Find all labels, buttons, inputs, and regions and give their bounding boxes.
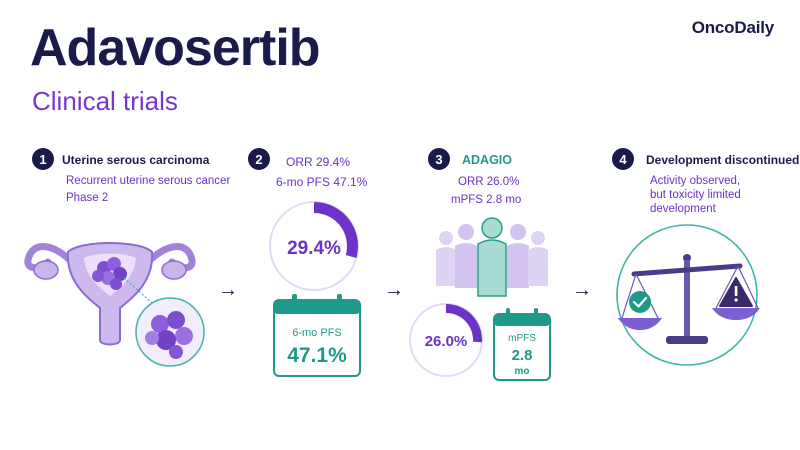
step-3-card-unit: mo [515,366,530,377]
step-2-badge: 2 [248,148,270,170]
step-2-donut-value: 29.4% [287,238,341,259]
flow-arrow-1: → [218,279,238,301]
step-3-line2: mPFS 2.8 mo [451,194,522,206]
check-icon [629,291,651,313]
step-1-badge: 1 [32,148,54,170]
step-4-heading: Development discontinued [646,153,800,167]
step-3-heading: ADAGIO [462,153,512,167]
step-3-donut-value: 26.0% [425,333,468,350]
page-title: Adavosertib [30,19,321,77]
step-3-line1: ORR 26.0% [458,176,520,188]
balance-scale-illustration [616,224,760,366]
step-2-line2: 6-mo PFS 47.1% [276,175,368,189]
step-3-calendar-card: mPFS 2.8 mo [493,308,551,381]
step-2-calendar-card: 6-mo PFS 47.1% [273,294,361,377]
patients-group-icon [436,217,548,297]
step-2-card-value: 47.1% [287,344,347,367]
flow-arrow-3: → [572,279,592,301]
page-subtitle: Clinical trials [32,86,178,116]
brand-logo: OncoDaily [691,18,774,37]
step-1-heading: Uterine serous carcinoma [62,153,210,167]
step-1-line2: Phase 2 [66,192,109,204]
step-3-card-label: mPFS [508,333,536,344]
step-4-badge: 4 [612,148,634,170]
step-2-line1: ORR 29.4% [286,155,351,169]
step-2-donut: 29.4% [269,201,359,291]
step-3-badge: 3 [428,148,450,170]
uterus-illustration [24,242,205,367]
step-3-donut: 26.0% [409,303,483,377]
step-4-line2: but toxicity limited [650,189,741,201]
flow-arrow-2: → [384,279,404,301]
step-1-line1: Recurrent uterine serous cancer [66,175,231,187]
warning-icon [719,277,753,307]
step-2-card-label: 6-mo PFS [292,327,342,339]
step-4-line3: development [650,203,716,215]
step-4-line1: Activity observed, [650,175,741,187]
step-3-card-value: 2.8 [512,347,533,364]
